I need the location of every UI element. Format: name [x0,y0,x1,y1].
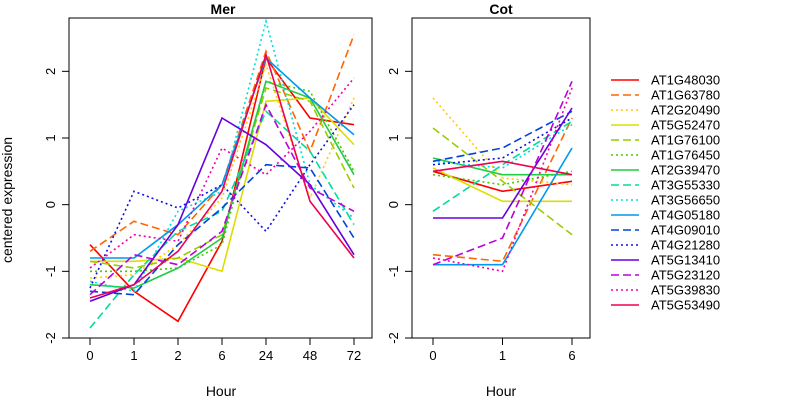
series-line-at3g56650 [89,18,355,293]
x-tick-label: 2 [174,348,181,363]
series-line-at5g53490 [89,52,355,299]
x-axis-label-cot: Hour [486,383,517,399]
legend-label: AT4G21280 [651,238,720,253]
legend-label: AT1G76450 [651,148,720,163]
series-line-at1g63780 [432,117,573,263]
legend-label: AT4G09010 [651,223,720,238]
plot-frame [68,17,373,339]
x-tick-label: 6 [568,348,575,363]
legend-label: AT4G05180 [651,208,720,223]
y-tick-label: -2 [386,332,401,344]
series-line-at1g76450 [432,170,573,186]
panel-title-cot: Cot [489,1,513,17]
legend-label: AT5G13410 [651,253,720,268]
panel-title-mer: Mer [211,1,236,17]
series-line-at3g55330 [89,109,355,329]
x-tick-label: 0 [429,348,436,363]
series-line-at4g21280 [89,104,355,289]
legend-label: AT2G39470 [651,163,720,178]
series-line-at4g05180 [90,56,355,259]
legend-label: AT1G76100 [651,133,720,148]
x-tick-label: 1 [499,348,506,363]
y-tick-label: 0 [43,201,58,208]
x-tick-label: 48 [303,348,317,363]
series-line-at5g23120 [432,80,573,266]
x-tick-label: 6 [218,348,225,363]
x-tick-label: 72 [347,348,361,363]
y-axis-label: centered expression [0,137,15,263]
legend-label: AT5G52470 [651,118,720,133]
legend-label: AT2G20490 [651,103,720,118]
series-line-at2g39470 [432,157,572,176]
legend-label: AT5G23120 [651,268,720,283]
x-tick-label: 0 [86,348,93,363]
y-tick-label: -1 [43,266,58,278]
series-line-at2g20490 [89,62,355,279]
x-tick-label: 24 [259,348,273,363]
y-tick-label: 0 [386,201,401,208]
series-line-at1g76100 [89,87,355,269]
legend-label: AT1G48030 [651,73,720,88]
y-tick-label: 1 [386,134,401,141]
legend-label: AT3G55330 [651,178,720,193]
y-tick-label: 1 [43,134,58,141]
series-line-at3g55330 [432,120,573,212]
y-tick-label: 2 [386,68,401,75]
x-axis-label-mer: Hour [206,383,237,399]
series-line-at5g39830 [89,77,355,269]
plot-frame [411,17,591,339]
series-line-at5g23120 [89,102,355,296]
series-line-at1g63780 [89,34,355,252]
legend: AT1G48030AT1G63780AT2G20490AT5G52470AT1G… [611,73,720,313]
series-line-at4g09010 [89,163,355,296]
legend-label: AT5G39830 [651,283,720,298]
series-line-at1g76100 [432,127,573,236]
y-tick-label: 2 [43,68,58,75]
series-line-at5g39830 [432,87,573,273]
series-line-at1g48030 [432,170,573,193]
series-line-at2g20490 [432,97,573,186]
plot-area-cot: -2 -1 0 1 2 0 1 6 [386,17,591,363]
series-line-at4g09010 [432,110,573,163]
series-line-at5g13410 [433,107,573,219]
legend-label: AT5G53490 [651,298,720,313]
series-line-at5g53490 [432,160,573,176]
plot-area-mer: -2 -1 0 1 2 0 1 2 6 24 48 72 [43,17,373,363]
series-line-at4g05180 [433,147,573,266]
legend-label: AT3G56650 [651,193,720,208]
legend-label: AT1G63780 [651,88,720,103]
x-tick-label: 1 [130,348,137,363]
panel-cot: Cot Hour -2 -1 0 1 2 0 1 6 [386,1,591,399]
panel-mer: Mer Hour -2 -1 0 1 2 0 1 2 6 24 48 72 [43,1,373,399]
series-line-at5g52470 [432,167,572,203]
y-tick-label: -1 [386,266,401,278]
y-tick-label: -2 [43,332,58,344]
